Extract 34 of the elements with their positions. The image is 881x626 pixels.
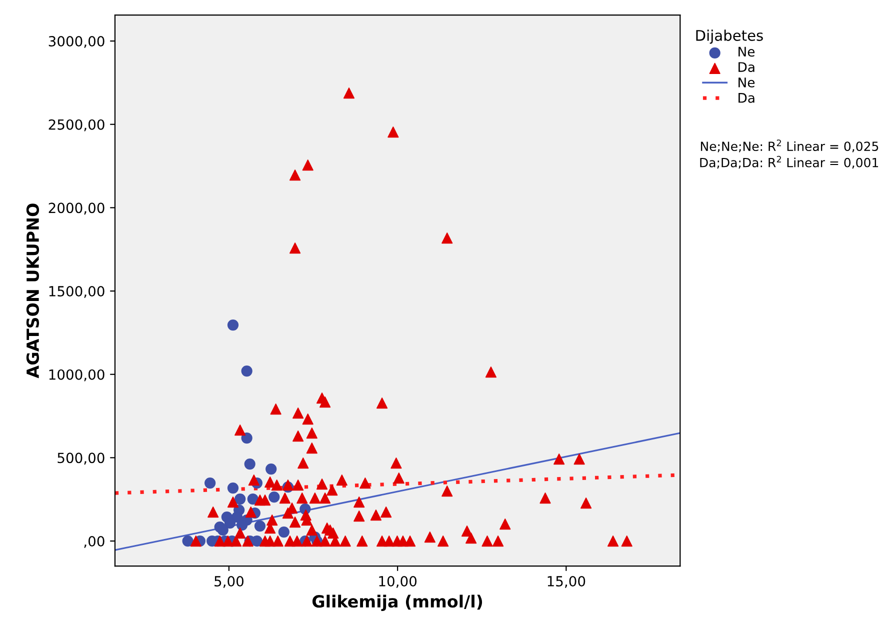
y-tick-label: 2000,00 xyxy=(48,202,104,215)
point xyxy=(234,493,246,505)
point xyxy=(268,491,280,503)
point xyxy=(227,319,239,331)
y-tick-label: 1500,00 xyxy=(49,286,104,298)
point xyxy=(244,458,256,470)
point xyxy=(204,477,216,489)
point xyxy=(217,524,228,536)
x-tick-label: 5,00 xyxy=(214,576,244,588)
y-axis-title: AGATSON UKUPNO xyxy=(26,204,40,378)
x-tick-label: 10,00 xyxy=(379,576,417,588)
point xyxy=(182,535,194,547)
point xyxy=(241,365,252,377)
legend-label: Da xyxy=(738,93,754,103)
point xyxy=(236,519,248,531)
y-tick-label: 1000,00 xyxy=(49,369,104,382)
point xyxy=(254,520,266,532)
point xyxy=(278,526,290,538)
point xyxy=(241,432,252,444)
legend-label: Ne xyxy=(738,78,755,88)
text: Ne;Ne;Ne: R$^{2}$ Linear = 0,025 xyxy=(700,140,878,152)
x-tick-label: 15,00 xyxy=(548,576,586,588)
y-tick-label: 500,00 xyxy=(58,452,104,465)
text: Da;Da;Da: R$^{2}$ Linear = 0,001 xyxy=(700,156,878,169)
legend-title: Dijabetes xyxy=(696,30,763,44)
y-tick-label: 3000,00 xyxy=(48,36,104,48)
point xyxy=(227,482,239,494)
legend-label: Da xyxy=(738,62,754,72)
y-tick-label: 2500,00 xyxy=(48,119,104,132)
x-axis-title: Glikemija (mmol/l) xyxy=(312,594,482,612)
legend-label: Ne xyxy=(738,46,755,57)
y-tick-label: ,00 xyxy=(84,536,104,548)
point xyxy=(247,493,258,505)
point xyxy=(266,463,277,475)
